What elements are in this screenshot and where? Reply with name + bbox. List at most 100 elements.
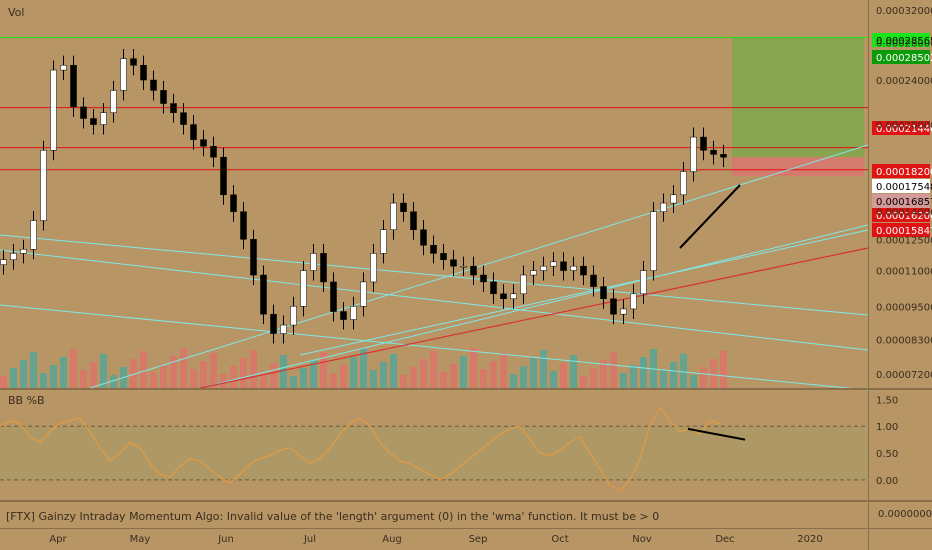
candle: [340, 311, 347, 320]
volume-bar: [580, 376, 587, 388]
candle: [220, 156, 227, 196]
trend-line: [0, 234, 869, 316]
candle: [450, 259, 457, 267]
volume-bar: [160, 364, 167, 388]
candle: [100, 112, 107, 125]
volume-bar: [10, 368, 17, 388]
volume-bar: [460, 356, 467, 388]
candle: [390, 202, 397, 231]
candle: [510, 293, 517, 300]
candle: [460, 265, 467, 268]
price-badge-label: 0.00015847: [876, 226, 932, 237]
volume-bar: [40, 373, 47, 388]
candle: [290, 306, 297, 326]
candle: [490, 281, 497, 295]
candle: [470, 265, 477, 276]
volume-bar: [90, 362, 97, 388]
volume-bar: [220, 374, 227, 388]
candle: [500, 293, 507, 300]
candle: [250, 239, 257, 276]
main-price-pane[interactable]: 0.00028565 0.00028502 0.00021440 0.00018200…: [0, 33, 932, 391]
candle: [670, 194, 677, 204]
indicator-y-tick-label: 1.00: [876, 422, 898, 433]
price-badge: [872, 50, 930, 64]
candle: [170, 103, 177, 113]
candle: [80, 106, 87, 119]
volume-bar: [130, 359, 137, 388]
volume-bar: [610, 352, 617, 388]
candle: [520, 274, 527, 295]
x-tick-label: Apr: [49, 534, 67, 545]
volume-bar: [450, 364, 457, 388]
volume-bar: [50, 365, 57, 388]
volume-bar: [140, 351, 147, 388]
volume-bar: [330, 373, 337, 388]
candle: [20, 249, 27, 254]
volume-bar: [540, 350, 547, 388]
price-badge-label: 0.00028565: [876, 36, 932, 47]
indicator-pane-label: BB %B: [8, 394, 45, 407]
target-zone: [732, 37, 864, 158]
volume-bar: [350, 357, 357, 388]
trend-line: [199, 224, 869, 389]
x-tick-label: Aug: [382, 534, 402, 545]
price-axis-border: [868, 0, 869, 550]
volume-bar: [290, 376, 297, 388]
y-tick-label: 0.00024000: [876, 76, 932, 87]
volume-bar: [590, 368, 597, 388]
volume-bar: [430, 351, 437, 388]
candle: [410, 211, 417, 231]
candle: [180, 112, 187, 125]
candle: [160, 90, 167, 104]
volume-bar: [700, 367, 707, 388]
candle: [360, 281, 367, 307]
y-tick-label: 0.00007200: [876, 370, 932, 381]
x-tick-label: May: [130, 534, 151, 545]
script-error-message: [FTX] Gainzy Intraday Momentum Algo: Inv…: [6, 510, 659, 523]
bb-percent-b-pane[interactable]: [0, 406, 868, 492]
candle: [40, 150, 47, 221]
candle: [310, 253, 317, 271]
price-badge-label: 0.00021440: [876, 124, 932, 135]
volume-bar: [680, 354, 687, 388]
candle: [650, 211, 657, 271]
candle: [70, 64, 77, 108]
x-tick-label: Jul: [303, 534, 316, 545]
volume-bar: [70, 349, 77, 388]
candle: [90, 118, 97, 125]
y-tick-label: 0.00011000: [876, 267, 932, 278]
volume-bar: [360, 349, 367, 388]
x-tick-label: Nov: [632, 534, 652, 545]
candle: [110, 90, 117, 113]
candle: [370, 253, 377, 283]
candle: [0, 259, 7, 265]
candle: [640, 270, 647, 295]
volume-bar: [20, 360, 27, 388]
x-tick-label: Dec: [715, 534, 734, 545]
indicator-y-tick-label: 0.00: [876, 476, 898, 487]
candle: [680, 171, 687, 196]
x-tick-label: 2020: [797, 534, 822, 545]
candle: [550, 261, 557, 267]
candle: [120, 58, 127, 91]
trend-line: [299, 229, 869, 356]
volume-bar: [660, 370, 667, 388]
candle: [540, 265, 547, 271]
drawn-divergence-line: [687, 427, 746, 441]
indicator-y-tick-label: 1.50: [876, 395, 898, 406]
volume-bar: [60, 357, 67, 388]
candle: [530, 270, 537, 276]
candle: [240, 211, 247, 240]
volume-bar: [380, 362, 387, 388]
candle: [400, 202, 407, 212]
y-tick-label: 0.00020000: [876, 121, 932, 132]
volume-bar: [420, 359, 427, 388]
candle: [210, 146, 217, 158]
volume-bar: [100, 354, 107, 388]
indicator-y-tick-label: 0.50: [876, 449, 898, 460]
candle: [610, 298, 617, 315]
price-badge-label: 0.00016857: [876, 197, 932, 208]
volume-bar: [530, 358, 537, 388]
